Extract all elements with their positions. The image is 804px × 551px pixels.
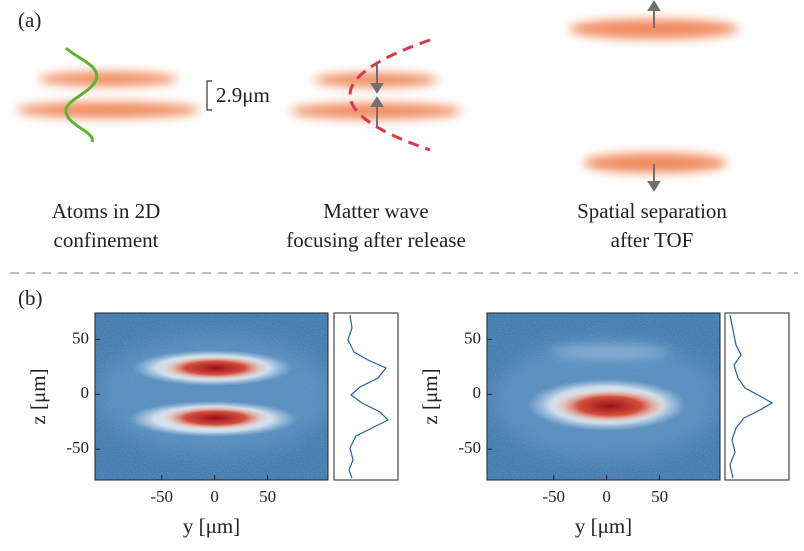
lens-potential	[348, 38, 431, 152]
profile-frame	[333, 312, 399, 481]
y-tick-label: 50	[464, 328, 481, 347]
y-axis-label: z [μm]	[418, 368, 442, 424]
x-tick-label: 0	[210, 487, 219, 506]
caption-line: confinement	[54, 228, 159, 252]
image-frame	[94, 312, 329, 481]
absorption-image	[95, 313, 328, 480]
caption-line: after TOF	[611, 228, 694, 252]
image-frame	[486, 312, 721, 481]
y-axis-label: z [μm]	[26, 368, 50, 424]
cloud	[38, 72, 178, 86]
absorption-image	[487, 313, 720, 480]
spacing-label: 2.9μm	[216, 83, 270, 107]
arrows	[370, 0, 661, 192]
profile-line	[347, 314, 390, 479]
caption-line: Matter wave	[323, 199, 429, 223]
x-tick-label: 50	[259, 487, 276, 506]
cloud	[16, 102, 200, 118]
captions: Atoms in 2D confinement Matter wave focusin…	[52, 199, 728, 252]
cloud	[583, 153, 727, 173]
y-tick-label: -50	[66, 438, 89, 457]
standing-wave	[64, 46, 99, 143]
x-tick-label: -50	[542, 487, 565, 506]
atom-clouds	[16, 19, 739, 173]
caption-line: Spatial separation	[577, 199, 727, 223]
y-tick-label: 50	[72, 328, 89, 347]
x-tick-label: 50	[651, 487, 668, 506]
panel-label: (b)	[18, 286, 43, 310]
y-tick-label: 0	[81, 383, 90, 402]
spacing-bracket	[206, 80, 212, 111]
panel-label: (a)	[18, 8, 41, 32]
y-tick-label: 0	[473, 383, 482, 402]
y-tick-label: -50	[458, 438, 481, 457]
cloud	[569, 19, 739, 39]
caption-line: Atoms in 2D	[52, 199, 161, 223]
x-axis-label: y [μm]	[575, 514, 632, 538]
profile-line	[729, 314, 774, 479]
x-tick-label: 0	[602, 487, 611, 506]
x-tick-label: -50	[150, 487, 173, 506]
x-axis-label: y [μm]	[183, 514, 240, 538]
caption-line: focusing after release	[286, 228, 466, 252]
